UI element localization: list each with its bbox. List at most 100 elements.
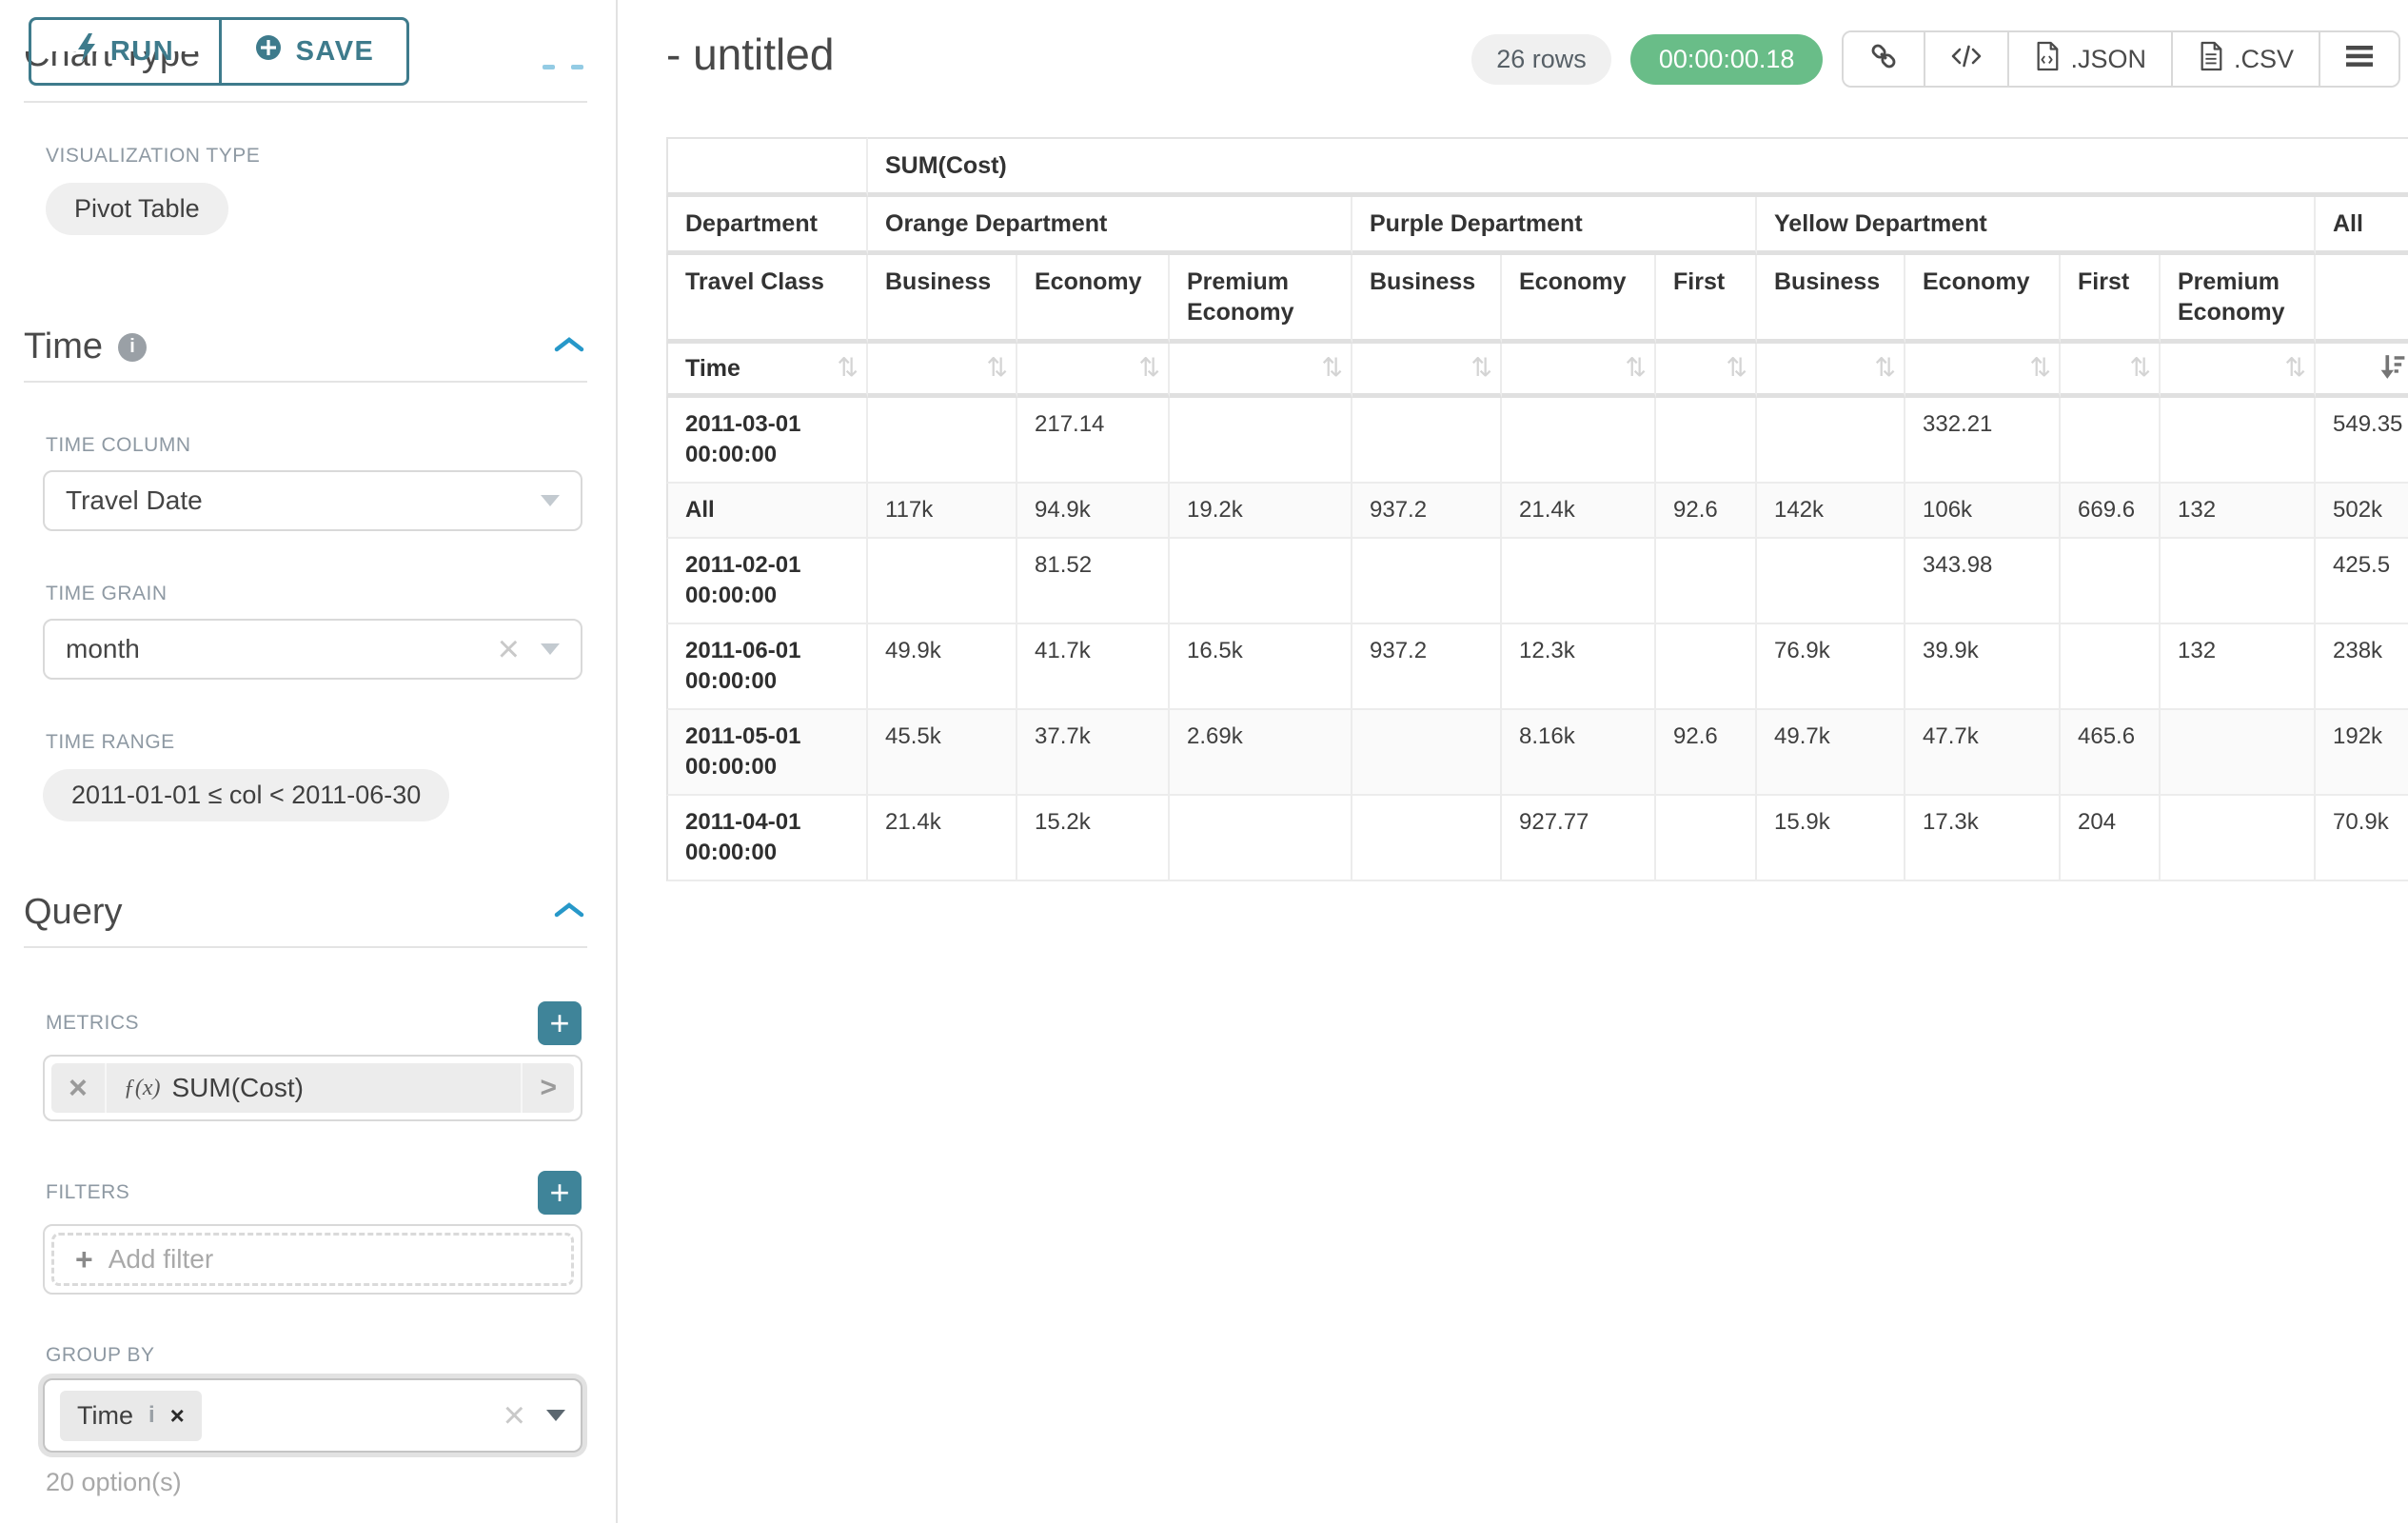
- chart-menu-button[interactable]: [2319, 32, 2398, 86]
- pivot-cell: 47.7k: [1905, 710, 2061, 796]
- chart-title[interactable]: - untitled: [666, 29, 834, 80]
- pivot-cell: 70.9k: [2316, 796, 2408, 881]
- export-csv-button[interactable]: .CSV: [2171, 32, 2319, 86]
- run-button[interactable]: RUN: [29, 17, 219, 86]
- clear-x-icon[interactable]: ×: [503, 1396, 525, 1434]
- chart-panel: - untitled 26 rows 00:00:00.18: [620, 0, 2408, 1523]
- pivot-cell: 15.9k: [1757, 796, 1905, 881]
- sort-icon[interactable]: ⇅: [1874, 353, 1896, 382]
- sort-icon[interactable]: ⇅: [2029, 353, 2051, 382]
- pivot-cell: 927.77: [1502, 796, 1656, 881]
- pivot-cell: 204: [2061, 796, 2161, 881]
- pivot-cell: 76.9k: [1757, 624, 1905, 710]
- time-section-title: Time: [24, 326, 103, 367]
- time-section-header[interactable]: Time i: [24, 326, 585, 367]
- remove-tag-icon[interactable]: ×: [170, 1403, 185, 1428]
- pivot-cell: 132: [2161, 484, 2316, 539]
- control-panel-sidebar: Chart Type RUN SAVE VISUALIZATION TYPE P…: [0, 0, 618, 1523]
- time-range-value[interactable]: 2011-01-01 ≤ col < 2011-06-30: [43, 769, 449, 821]
- pivot-col-header: Business: [1757, 255, 1905, 344]
- pivot-cell: [868, 398, 1017, 484]
- sort-desc-icon[interactable]: [2379, 353, 2406, 382]
- info-icon: i: [118, 333, 147, 362]
- time-grain-select[interactable]: month ×: [43, 619, 582, 680]
- group-by-select[interactable]: Time i × ×: [43, 1378, 582, 1453]
- pivot-corner-cell: [666, 137, 868, 197]
- pivot-cell: 192k: [2316, 710, 2408, 796]
- pivot-cell: 49.9k: [868, 624, 1017, 710]
- time-column-label: TIME COLUMN: [46, 434, 616, 457]
- pivot-cell: [1352, 710, 1502, 796]
- time-column-select[interactable]: Travel Date: [43, 470, 582, 531]
- caret-down-icon[interactable]: [541, 643, 560, 655]
- pivot-cell: [868, 539, 1017, 624]
- save-button[interactable]: SAVE: [219, 17, 409, 86]
- pivot-cell: 19.2k: [1170, 484, 1352, 539]
- remove-metric-icon[interactable]: ×: [51, 1063, 107, 1113]
- time-range-label: TIME RANGE: [46, 731, 616, 754]
- pivot-cell: 21.4k: [1502, 484, 1656, 539]
- pivot-col-header: Business: [1352, 255, 1502, 344]
- clear-x-icon[interactable]: ×: [498, 630, 520, 668]
- sort-icon[interactable]: ⇅: [1321, 353, 1343, 382]
- time-grain-label: TIME GRAIN: [46, 583, 616, 605]
- pivot-cell: 16.5k: [1170, 624, 1352, 710]
- sort-icon[interactable]: ⇅: [2284, 353, 2306, 382]
- pivot-cell: 937.2: [1352, 624, 1502, 710]
- save-button-label: SAVE: [296, 36, 375, 68]
- chevron-right-icon[interactable]: >: [521, 1063, 574, 1113]
- run-button-label: RUN: [110, 36, 174, 68]
- filters-label: FILTERS: [46, 1181, 129, 1204]
- plus-circle-icon: [254, 33, 283, 69]
- export-json-label: .JSON: [2070, 45, 2146, 74]
- export-json-button[interactable]: .JSON: [2007, 32, 2171, 86]
- add-filter-button[interactable]: + Add filter: [51, 1233, 574, 1286]
- query-section-header[interactable]: Query: [24, 892, 585, 933]
- section-divider: [24, 101, 587, 103]
- pivot-sort-cell: ⇅: [2161, 344, 2316, 398]
- group-by-tag[interactable]: Time i ×: [60, 1391, 202, 1441]
- chevron-up-icon[interactable]: [553, 335, 585, 359]
- sort-icon[interactable]: ⇅: [1470, 353, 1492, 382]
- pivot-sort-cell: [2316, 344, 2408, 398]
- add-filter-plus-button[interactable]: +: [538, 1171, 582, 1215]
- group-by-options-hint: 20 option(s): [46, 1468, 616, 1497]
- pivot-sort-cell: ⇅: [1017, 344, 1170, 398]
- row-count-badge: 26 rows: [1471, 34, 1611, 85]
- pivot-col-header: Premium Economy: [1170, 255, 1352, 344]
- chevron-up-icon[interactable]: [553, 900, 585, 924]
- caret-down-icon[interactable]: [546, 1410, 565, 1421]
- pivot-cell: [1757, 539, 1905, 624]
- pivot-department-axis-label: Department: [666, 197, 868, 255]
- add-metric-button[interactable]: +: [538, 1001, 582, 1045]
- sort-icon[interactable]: ⇅: [1625, 353, 1647, 382]
- view-query-button[interactable]: [1924, 32, 2007, 86]
- sort-icon[interactable]: ⇅: [1726, 353, 1747, 382]
- sort-icon[interactable]: ⇅: [2129, 353, 2151, 382]
- pivot-sort-cell: ⇅: [2061, 344, 2161, 398]
- sort-icon[interactable]: ⇅: [837, 353, 859, 382]
- pivot-sort-cell: ⇅: [1352, 344, 1502, 398]
- share-link-button[interactable]: [1844, 32, 1924, 86]
- pivot-row-header: 2011-05-01 00:00:00: [666, 710, 868, 796]
- caret-down-icon[interactable]: [541, 495, 560, 506]
- pivot-cell: 465.6: [2061, 710, 2161, 796]
- pivot-department-group-header: Orange Department: [868, 197, 1352, 255]
- pivot-cell: [2061, 624, 2161, 710]
- pivot-cell: 81.52: [1017, 539, 1170, 624]
- filters-container: + Add filter: [43, 1224, 582, 1295]
- pivot-sort-cell: ⇅: [1502, 344, 1656, 398]
- pivot-row-header: All: [666, 484, 868, 539]
- pivot-cell: [1757, 398, 1905, 484]
- pivot-row-header: 2011-06-01 00:00:00: [666, 624, 868, 710]
- run-save-button-group: RUN SAVE: [29, 17, 409, 86]
- query-timer-badge: 00:00:00.18: [1630, 34, 1824, 85]
- metric-chip[interactable]: × ƒ(x) SUM(Cost) >: [51, 1063, 574, 1113]
- time-column-value: Travel Date: [66, 485, 203, 516]
- pivot-table: SUM(Cost)DepartmentOrange DepartmentPurp…: [666, 137, 2408, 881]
- pivot-sort-cell: ⇅: [868, 344, 1017, 398]
- pivot-department-group-header: Purple Department: [1352, 197, 1757, 255]
- sort-icon[interactable]: ⇅: [1138, 353, 1160, 382]
- sort-icon[interactable]: ⇅: [986, 353, 1008, 382]
- visualization-type-value[interactable]: Pivot Table: [46, 183, 228, 235]
